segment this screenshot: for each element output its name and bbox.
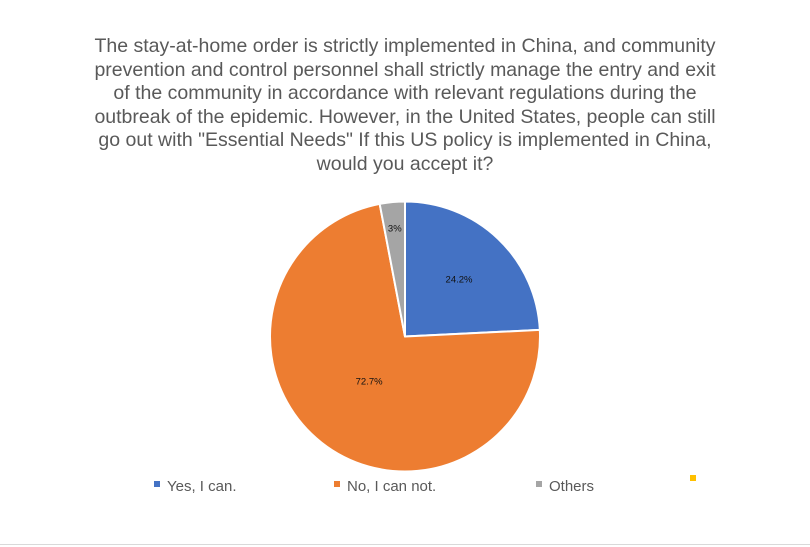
legend-item-yes: Yes, I can. bbox=[154, 478, 237, 495]
data-label-others: 3% bbox=[388, 224, 402, 235]
legend-label-yes: Yes, I can. bbox=[167, 478, 237, 495]
legend-label-others: Others bbox=[549, 478, 595, 495]
legend-swatch-others bbox=[536, 480, 542, 487]
data-label-no: 72.7% bbox=[356, 377, 383, 388]
pie-slice-no bbox=[269, 202, 541, 473]
legend-swatch-blank bbox=[690, 475, 696, 481]
pie-slice-others bbox=[378, 200, 406, 338]
legend-swatch-yes bbox=[154, 480, 160, 487]
legend-swatch-no bbox=[334, 480, 340, 487]
legend-label-no: No, I can not. bbox=[347, 478, 437, 495]
legend-item-no: No, I can not. bbox=[334, 478, 436, 495]
chart-title: The stay-at-home order is strictly imple… bbox=[94, 35, 716, 175]
legend: Yes, I can. No, I can not. Others bbox=[0, 475, 810, 500]
data-label-yes: 24.2% bbox=[446, 274, 473, 285]
legend-item-blank bbox=[690, 475, 703, 484]
pie-slice-yes bbox=[404, 200, 541, 338]
legend-item-others: Others bbox=[536, 478, 594, 495]
